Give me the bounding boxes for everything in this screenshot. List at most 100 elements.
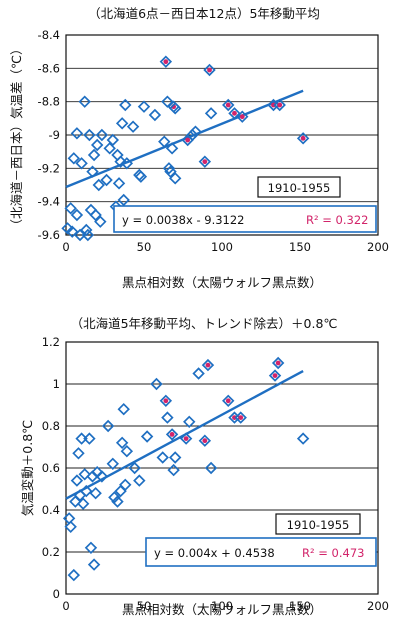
data-point xyxy=(128,461,141,475)
x-tick-label: 50 xyxy=(137,240,152,254)
diamond-marker xyxy=(165,142,179,155)
data-point xyxy=(95,470,109,483)
diamond-marker xyxy=(236,110,249,123)
data-point xyxy=(106,133,120,147)
data-point xyxy=(115,436,129,450)
data-point xyxy=(70,208,84,222)
data-point xyxy=(273,98,286,112)
highlight-dot xyxy=(183,436,189,441)
x-axis-label: 黒点相対数（太陽ウォルフ黒点数） xyxy=(122,275,322,290)
highlight-dot xyxy=(185,137,191,143)
diamond-marker xyxy=(222,98,235,112)
regression-equation: y = 0.0038x - 9.3122 xyxy=(122,213,245,227)
highlight-dot xyxy=(202,159,208,165)
data-point xyxy=(66,225,79,238)
data-point xyxy=(137,100,151,113)
y-tick-label: -8.4 xyxy=(38,28,60,42)
chart-bottom: （北海道5年移動平均、トレンド除去）＋0.8℃ 黒点相対数（太陽ウォルフ黒点数）… xyxy=(20,316,389,617)
data-point xyxy=(189,125,202,138)
data-point xyxy=(70,127,84,140)
y-tick-label: -9.2 xyxy=(38,161,60,175)
data-point xyxy=(101,419,115,433)
data-point xyxy=(162,162,176,175)
y-tick-label: 0.6 xyxy=(42,461,60,475)
data-point xyxy=(87,558,101,571)
tick-labels: 0 0.2 0.4 0.6 0.8 1 1.2 0 50 100 150 200 xyxy=(42,335,389,613)
x-tick-label: 150 xyxy=(289,599,311,613)
diamond-marker xyxy=(117,193,130,207)
regression-equation: y = 0.004x + 0.4538 xyxy=(154,546,275,560)
data-point xyxy=(161,411,174,424)
diamond-marker xyxy=(234,411,247,424)
data-point xyxy=(228,411,241,424)
diamond-marker xyxy=(198,434,212,447)
period-box xyxy=(257,176,341,198)
data-point xyxy=(156,451,169,464)
diamond-marker xyxy=(67,568,81,582)
x-tick-label: 100 xyxy=(211,240,233,254)
data-point xyxy=(67,568,81,582)
diamond-marker xyxy=(148,108,162,122)
diamond-marker xyxy=(100,173,113,187)
diamond-marker xyxy=(271,356,285,370)
diamond-marker xyxy=(133,474,146,487)
data-point xyxy=(89,208,102,222)
data-point xyxy=(67,152,81,165)
diamond-marker xyxy=(103,142,116,155)
diamond-marker xyxy=(80,484,93,498)
y-tick-label: -9.6 xyxy=(38,228,60,242)
data-point xyxy=(228,107,241,120)
data-point xyxy=(133,474,146,487)
diamond-marker xyxy=(112,177,126,190)
diamond-marker xyxy=(70,208,84,222)
data-point xyxy=(296,432,310,445)
chart-top: （北海道6点－西日本12点）5年移動平均 黒点相対数（太陽ウォルフ黒点数） （北… xyxy=(9,6,389,290)
diamond-marker xyxy=(115,117,129,130)
diamond-marker xyxy=(75,157,88,170)
diamond-marker xyxy=(89,486,102,500)
diamond-marker xyxy=(296,132,310,145)
plot-area-frame xyxy=(65,341,379,595)
diamond-marker xyxy=(204,107,218,120)
diamond-marker xyxy=(168,451,182,464)
data-point xyxy=(115,117,129,130)
diamond-marker xyxy=(268,369,282,382)
data-point xyxy=(119,98,132,112)
data-point xyxy=(271,356,285,370)
data-point xyxy=(164,165,177,178)
y-tick-label: -8.6 xyxy=(38,61,60,75)
highlight-dot xyxy=(225,102,231,108)
diamond-marker xyxy=(80,223,93,237)
diamond-marker xyxy=(137,100,151,113)
data-point xyxy=(148,108,162,122)
plot-area-frame xyxy=(65,34,379,236)
data-point xyxy=(64,520,77,534)
diamond-marker xyxy=(106,133,120,147)
diamond-marker xyxy=(128,461,141,475)
diamond-marker xyxy=(133,168,146,182)
data-point xyxy=(83,128,96,142)
data-point xyxy=(81,228,95,242)
diamond-marker xyxy=(61,222,74,235)
diamond-marker xyxy=(168,172,182,185)
diamond-marker xyxy=(87,558,101,571)
diamond-marker xyxy=(162,162,176,175)
highlight-dot xyxy=(163,59,169,65)
data-point xyxy=(103,142,116,155)
x-tick-label: 150 xyxy=(289,240,311,254)
diamond-marker xyxy=(183,415,196,429)
data-point xyxy=(161,95,174,108)
data-point xyxy=(92,178,105,192)
diamond-marker xyxy=(201,358,215,372)
data-point xyxy=(76,497,90,510)
data-point xyxy=(167,463,180,477)
data-point xyxy=(106,457,120,471)
y-axis-label: （北海道－西日本）気温差（℃） xyxy=(9,42,24,231)
diamond-marker xyxy=(161,411,174,424)
diamond-marker xyxy=(94,215,107,228)
equation-box xyxy=(113,205,377,233)
diamond-marker xyxy=(83,128,96,142)
diamond-marker xyxy=(84,541,98,555)
data-point xyxy=(80,223,93,237)
data-point xyxy=(168,172,182,185)
